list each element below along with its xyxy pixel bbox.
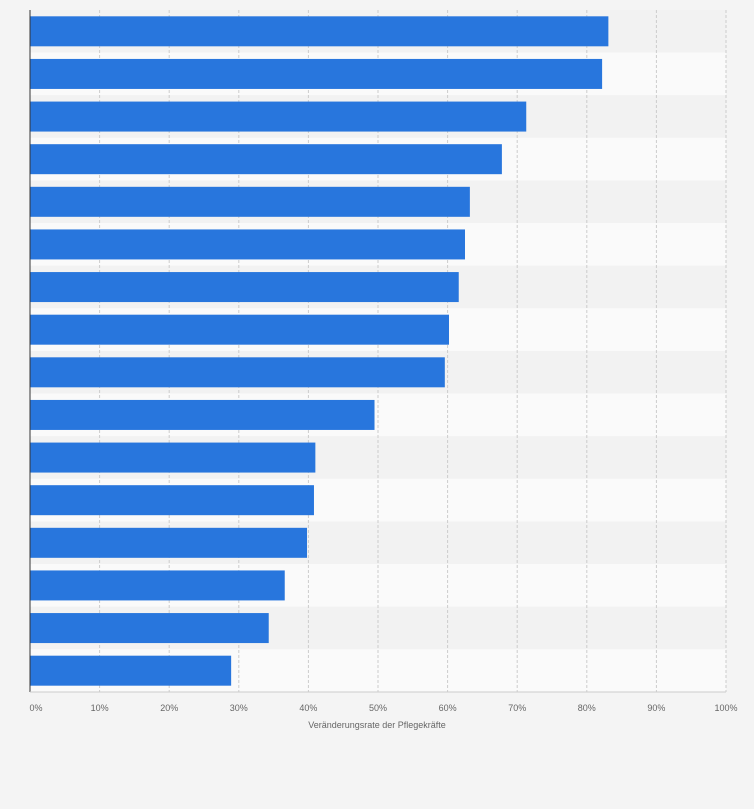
bar[interactable] [30, 314, 449, 345]
x-tick-label: 70% [508, 703, 526, 713]
x-tick-label: 10% [91, 703, 109, 713]
bar[interactable] [30, 144, 502, 175]
x-tick-label: 20% [160, 703, 178, 713]
bar[interactable] [30, 570, 285, 601]
bar[interactable] [30, 613, 269, 644]
x-tick-label: 90% [647, 703, 665, 713]
axes [29, 10, 726, 693]
bar[interactable] [30, 16, 609, 47]
bar[interactable] [30, 186, 470, 217]
bar[interactable] [30, 442, 316, 473]
bars [30, 16, 609, 686]
bar[interactable] [30, 485, 314, 516]
x-tick-label: 100% [714, 703, 737, 713]
bar[interactable] [30, 357, 445, 388]
bar[interactable] [30, 272, 459, 303]
x-tick-label: 50% [369, 703, 387, 713]
x-axis-title: Veränderungsrate der Pflegekräfte [308, 720, 446, 730]
x-tick-label: 60% [439, 703, 457, 713]
bar[interactable] [30, 527, 308, 558]
x-tick-label: 0% [29, 703, 42, 713]
tick-labels: 0% 10% 20% 30% 40% 50% 60% 70% 80% 90% 100% [29, 703, 737, 713]
x-tick-label: 80% [578, 703, 596, 713]
bar[interactable] [30, 399, 375, 430]
bar[interactable] [30, 101, 527, 132]
x-tick-label: 40% [299, 703, 317, 713]
grid-lines [99, 10, 727, 692]
bar[interactable] [30, 655, 232, 686]
bar[interactable] [30, 58, 603, 89]
bar[interactable] [30, 229, 465, 260]
x-tick-label: 30% [230, 703, 248, 713]
